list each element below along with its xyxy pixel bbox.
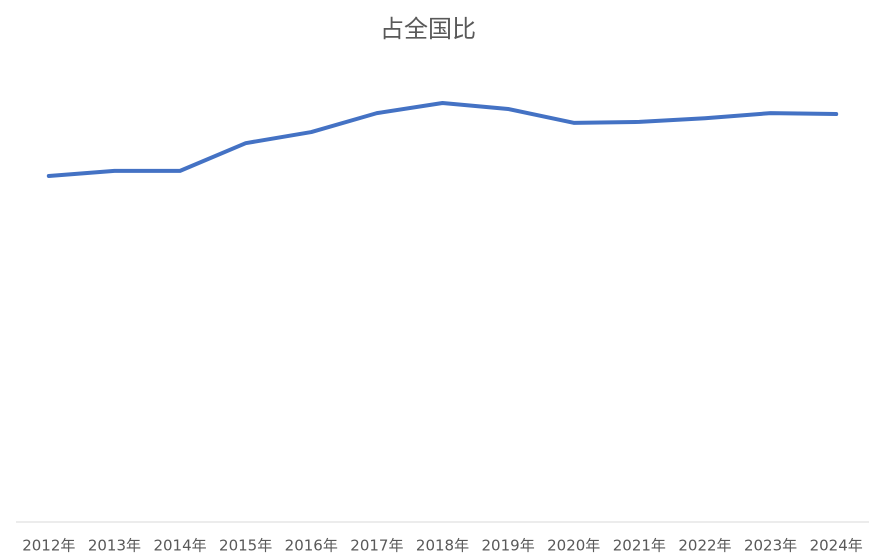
x-tick-label: 2014年 — [153, 537, 206, 555]
data-line — [46, 100, 839, 178]
x-tick-label: 2024年 — [810, 537, 863, 555]
x-tick-label: 2016年 — [285, 537, 338, 555]
x-tick-label: 2012年 — [22, 537, 75, 555]
x-tick-label: 2020年 — [547, 537, 600, 555]
chart-title: 占全国比 — [380, 15, 476, 43]
x-tick-label: 2017年 — [350, 537, 403, 555]
x-tick-label: 2018年 — [416, 537, 469, 555]
x-tick-label: 2021年 — [613, 537, 666, 555]
x-tick-label: 2022年 — [678, 537, 731, 555]
x-tick-label: 2023年 — [744, 537, 797, 555]
x-tick-label: 2013年 — [88, 537, 141, 555]
x-tick-label: 2015年 — [219, 537, 272, 555]
x-tick-label: 2019年 — [482, 537, 535, 555]
